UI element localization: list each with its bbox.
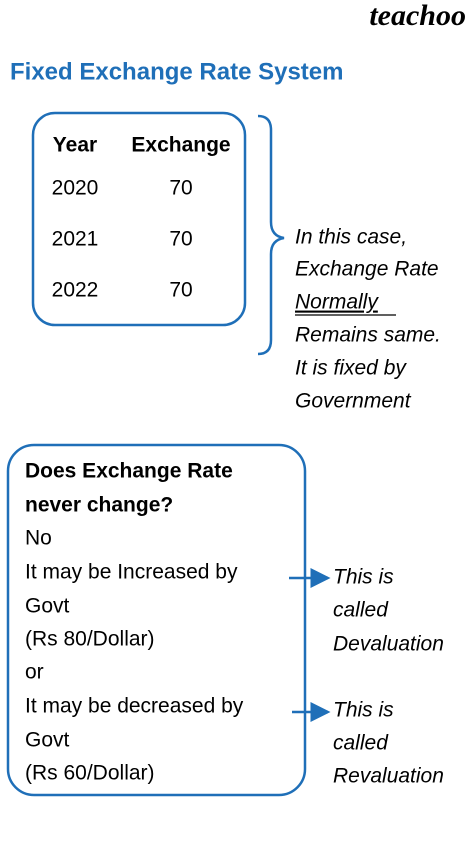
table-box [31, 111, 247, 327]
annotation: Revaluation [333, 765, 444, 788]
cell: 70 [169, 177, 192, 200]
cell: 70 [169, 228, 192, 251]
column-header: Year [53, 134, 97, 157]
annotation: called [333, 599, 389, 622]
note-line: It is fixed by [295, 357, 407, 380]
annotation: This is [333, 566, 394, 589]
box-line: (Rs 80/Dollar) [25, 628, 155, 651]
annotation: This is [333, 699, 394, 722]
cell: 2022 [52, 279, 99, 302]
note-line: Exchange Rate [295, 258, 439, 281]
cell: 2021 [52, 228, 99, 251]
note-line: Normally [295, 291, 379, 314]
annotation: called [333, 732, 389, 755]
note-line: Government [295, 390, 412, 413]
logo: teachoo [369, 0, 466, 32]
column-header: Exchange [131, 134, 230, 157]
question: Does Exchange Rate [25, 460, 233, 483]
box-line: (Rs 60/Dollar) [25, 762, 155, 785]
cell: 70 [169, 279, 192, 302]
question: never change? [25, 494, 173, 517]
brace [257, 114, 285, 356]
annotation: Devaluation [333, 633, 444, 656]
note-line: Remains same. [295, 324, 441, 347]
note-line: In this case, [295, 226, 407, 249]
cell: 2020 [52, 177, 99, 200]
question-box [6, 443, 307, 797]
title: Fixed Exchange Rate System [10, 58, 343, 85]
box-line: It may be decreased by [25, 695, 244, 718]
box-line: Govt [25, 595, 70, 618]
box-line: Govt [25, 729, 70, 752]
box-line: No [25, 527, 52, 550]
box-line: It may be Increased by [25, 561, 238, 584]
box-line: or [25, 661, 44, 684]
